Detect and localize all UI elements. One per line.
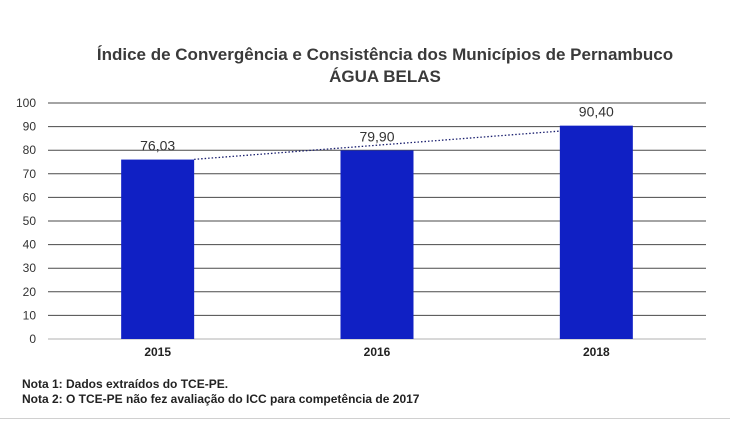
trendline-path bbox=[194, 130, 560, 161]
data-label: 76,03 bbox=[140, 138, 175, 154]
y-tick-label: 70 bbox=[23, 167, 37, 181]
chart-subtitle: ÁGUA BELAS bbox=[329, 67, 441, 86]
bar bbox=[340, 150, 414, 339]
y-axis-ticks: 0 10 20 30 40 50 60 70 80 90 100 bbox=[16, 96, 36, 346]
y-tick-label: 100 bbox=[16, 96, 36, 110]
y-tick-label: 60 bbox=[23, 190, 37, 204]
x-tick-label: 2015 bbox=[144, 345, 171, 359]
bar bbox=[559, 125, 633, 339]
y-tick-label: 80 bbox=[23, 143, 37, 157]
x-tick-label: 2018 bbox=[583, 345, 610, 359]
divider bbox=[0, 418, 730, 419]
y-tick-label: 10 bbox=[23, 308, 37, 322]
y-tick-label: 40 bbox=[23, 238, 37, 252]
data-label: 79,90 bbox=[359, 128, 394, 144]
data-labels: 76,03 79,90 90,40 bbox=[140, 104, 614, 154]
trendline bbox=[194, 130, 560, 161]
y-tick-label: 0 bbox=[29, 332, 36, 346]
y-tick-label: 20 bbox=[23, 285, 37, 299]
bars bbox=[121, 125, 633, 339]
x-tick-label: 2016 bbox=[364, 345, 391, 359]
bar-chart: Índice de Convergência e Consistência do… bbox=[16, 45, 706, 359]
y-tick-label: 90 bbox=[23, 120, 37, 134]
data-label: 90,40 bbox=[579, 104, 614, 120]
note-1: Nota 1: Dados extraídos do TCE-PE. bbox=[22, 377, 229, 391]
note-2: Nota 2: O TCE-PE não fez avaliação do IC… bbox=[22, 392, 420, 406]
x-axis-ticks: 2015 2016 2018 bbox=[144, 345, 610, 359]
notes: Nota 1: Dados extraídos do TCE-PE. Nota … bbox=[22, 377, 419, 407]
y-tick-label: 50 bbox=[23, 214, 37, 228]
bar bbox=[121, 159, 195, 339]
y-tick-label: 30 bbox=[23, 261, 37, 275]
chart-title: Índice de Convergência e Consistência do… bbox=[97, 45, 673, 64]
